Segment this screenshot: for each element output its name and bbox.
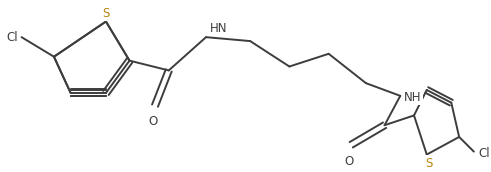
Text: S: S — [102, 7, 109, 20]
Text: S: S — [425, 157, 433, 169]
Text: Cl: Cl — [479, 147, 491, 160]
Text: NH: NH — [404, 91, 422, 104]
Text: O: O — [148, 115, 158, 128]
Text: HN: HN — [210, 22, 227, 35]
Text: O: O — [345, 155, 354, 168]
Text: Cl: Cl — [6, 31, 18, 44]
